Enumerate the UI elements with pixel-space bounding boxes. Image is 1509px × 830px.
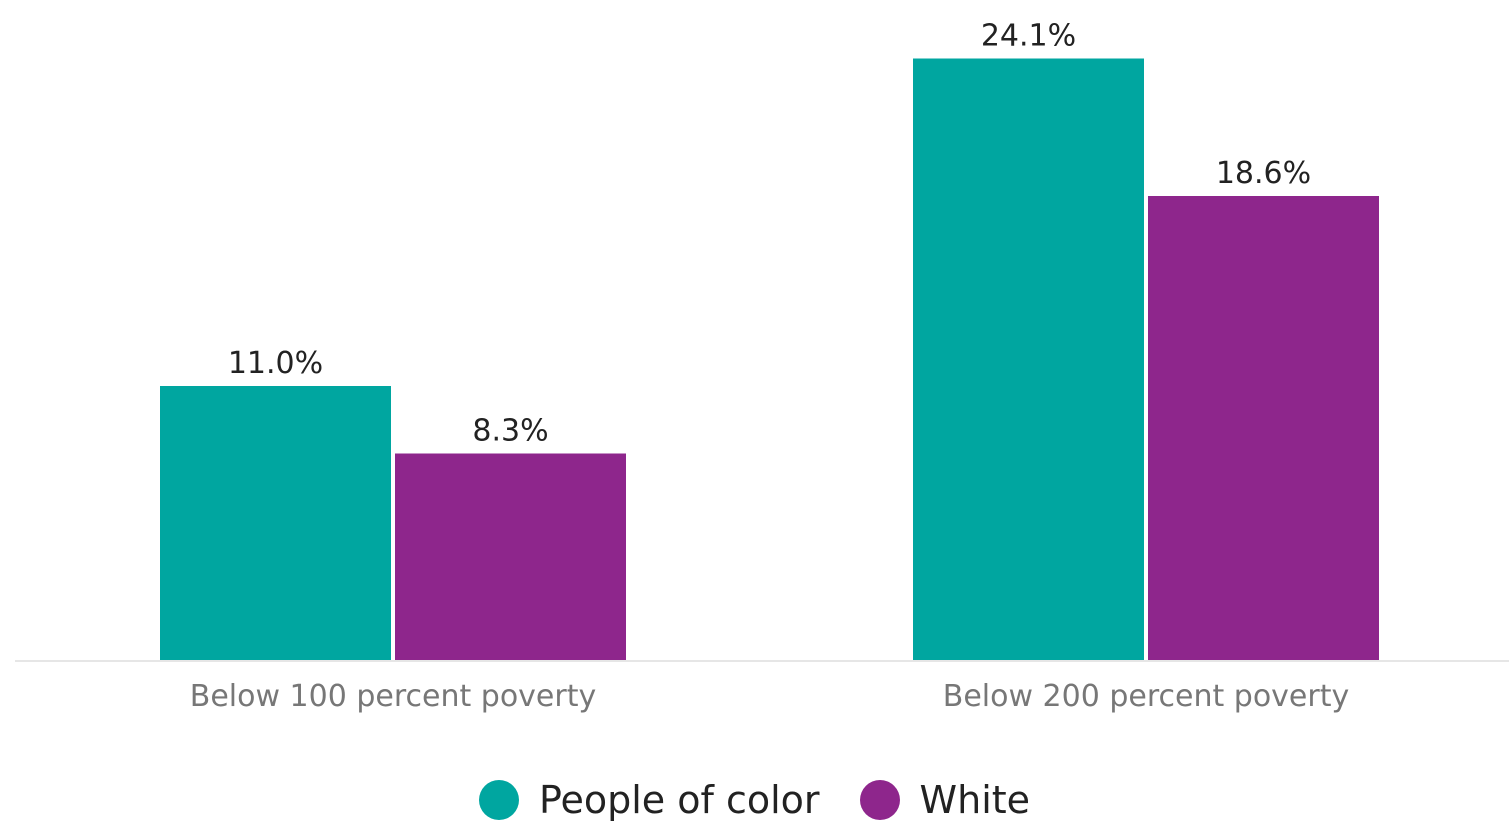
bar-white-1 — [395, 453, 626, 661]
data-label-white-2: 18.6% — [1216, 156, 1311, 191]
bar-chart: 11.0% 8.3% 24.1% 18.6% Below 100 percent po… — [15, 19, 1509, 714]
category-labels-layer: Below 100 percent poverty Below 200 perce… — [190, 679, 1350, 714]
legend-item-white: White — [859, 778, 1031, 822]
legend-label-white: White — [919, 778, 1031, 822]
data-labels-layer: 11.0% 8.3% 24.1% 18.6% — [228, 19, 1311, 449]
legend-swatch-white — [859, 780, 900, 820]
legend-swatch-people-of-color — [478, 780, 519, 820]
bars-layer — [160, 58, 1379, 661]
legend-label-people-of-color: People of color — [538, 778, 820, 822]
legend: People of color White — [0, 770, 1509, 830]
category-label-1: Below 100 percent poverty — [190, 679, 597, 714]
bar-people-of-color-1 — [160, 386, 391, 661]
bar-white-2 — [1148, 196, 1379, 661]
legend-item-people-of-color: People of color — [478, 778, 820, 822]
data-label-white-1: 8.3% — [472, 414, 548, 449]
category-label-2: Below 200 percent poverty — [943, 679, 1350, 714]
data-label-people-of-color-2: 24.1% — [981, 19, 1076, 54]
data-label-people-of-color-1: 11.0% — [228, 346, 323, 381]
bar-people-of-color-2 — [913, 58, 1144, 661]
